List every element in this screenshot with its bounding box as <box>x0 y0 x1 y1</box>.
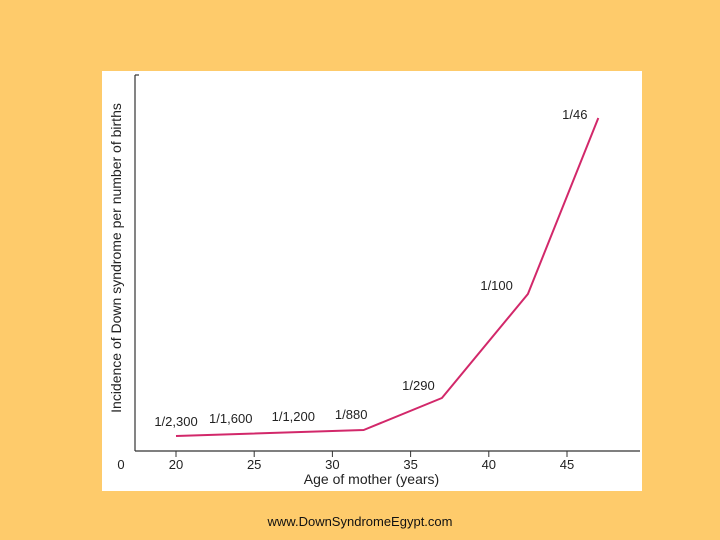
x-tick-label-45: 45 <box>560 457 574 472</box>
data-label-4: 1/880 <box>335 407 368 422</box>
incidence-line <box>175 117 600 437</box>
y-axis-title: Incidence of Down syndrome per number of… <box>108 103 124 413</box>
x-origin-label: 0 <box>117 457 124 472</box>
data-label-6: 1/100 <box>480 278 513 293</box>
data-label-3: 1/1,200 <box>272 409 315 424</box>
x-tick-label-40: 40 <box>482 457 496 472</box>
x-tick-label-25: 25 <box>247 457 261 472</box>
x-tick-label-20: 20 <box>169 457 183 472</box>
x-axis-title: Age of mother (years) <box>304 471 439 487</box>
footer-credit: www.DownSyndromeEgypt.com <box>267 514 453 529</box>
data-label-1: 1/2,300 <box>154 414 197 429</box>
data-label-2: 1/1,600 <box>209 411 252 426</box>
chart-panel: 20 25 30 35 40 45 0 Age of mother (years) Incide… <box>102 71 642 491</box>
data-label-7: 1/46 <box>562 107 587 122</box>
chart-svg: 20 25 30 35 40 45 0 Age of mother (years) Incide… <box>108 74 640 487</box>
x-tick-label-30: 30 <box>325 457 339 472</box>
x-tick-label-35: 35 <box>403 457 417 472</box>
data-label-5: 1/290 <box>402 378 435 393</box>
